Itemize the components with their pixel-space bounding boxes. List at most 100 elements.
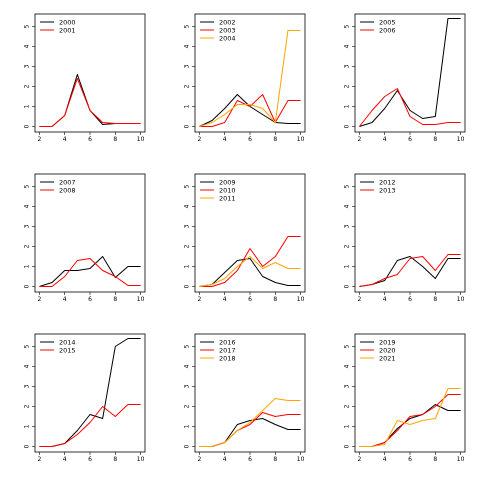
legend-label: 2006 <box>379 26 396 34</box>
y-tick-label: 0 <box>184 444 191 448</box>
series-line-2021 <box>359 388 461 447</box>
x-tick-label: 10 <box>457 456 465 463</box>
x-tick-label: 2 <box>37 296 41 303</box>
x-tick-label: 10 <box>457 136 465 143</box>
y-tick-label: 1 <box>184 424 191 428</box>
y-tick-label: 2 <box>184 244 191 248</box>
y-tick-label: 0 <box>184 124 191 128</box>
series-line-2018 <box>199 398 301 447</box>
x-tick-label: 2 <box>197 456 201 463</box>
x-tick-label: 4 <box>383 456 387 463</box>
legend-label: 2005 <box>379 18 396 26</box>
y-tick-label: 1 <box>344 264 351 268</box>
legend-label: 2019 <box>379 338 396 346</box>
y-tick-label: 3 <box>184 224 191 228</box>
y-tick-label: 4 <box>24 44 31 48</box>
legend-label: 2001 <box>59 26 76 34</box>
plot-frame <box>34 13 146 133</box>
series-line-2014 <box>39 338 141 447</box>
y-tick-label: 1 <box>24 424 31 428</box>
y-tick-label: 4 <box>184 364 191 368</box>
y-tick-label: 1 <box>344 424 351 428</box>
x-tick-label: 4 <box>383 296 387 303</box>
x-tick-label: 2 <box>197 296 201 303</box>
series-line-2002 <box>199 94 301 127</box>
y-tick-label: 5 <box>184 344 191 348</box>
y-tick-label: 4 <box>24 204 31 208</box>
y-tick-label: 5 <box>24 184 31 188</box>
legend-label: 2016 <box>219 338 236 346</box>
x-tick-label: 2 <box>197 136 201 143</box>
y-tick-label: 4 <box>344 204 351 208</box>
x-tick-label: 10 <box>137 136 145 143</box>
y-tick-label: 5 <box>344 344 351 348</box>
legend-label: 2011 <box>219 194 236 202</box>
x-tick-label: 10 <box>137 296 145 303</box>
y-tick-label: 2 <box>344 84 351 88</box>
y-tick-label: 4 <box>184 204 191 208</box>
series-line-2006 <box>359 88 461 127</box>
x-tick-label: 8 <box>113 296 117 303</box>
x-tick-label: 4 <box>63 136 67 143</box>
y-tick-label: 4 <box>24 364 31 368</box>
x-tick-label: 6 <box>248 456 252 463</box>
x-tick-label: 10 <box>137 456 145 463</box>
y-tick-label: 0 <box>184 284 191 288</box>
legend-label: 2004 <box>219 34 236 42</box>
y-tick-label: 4 <box>344 364 351 368</box>
series-line-2000 <box>39 74 141 127</box>
x-tick-label: 2 <box>37 136 41 143</box>
y-tick-label: 4 <box>344 44 351 48</box>
legend-label: 2013 <box>379 186 396 194</box>
series-line-2017 <box>199 412 301 447</box>
y-tick-label: 5 <box>344 184 351 188</box>
plot-frame <box>354 333 466 453</box>
plot-frame <box>194 173 306 293</box>
y-tick-label: 1 <box>24 264 31 268</box>
x-tick-label: 10 <box>457 296 465 303</box>
legend-label: 2000 <box>59 18 76 26</box>
y-tick-label: 2 <box>24 404 31 408</box>
y-tick-label: 0 <box>344 444 351 448</box>
y-tick-label: 3 <box>24 224 31 228</box>
y-tick-label: 3 <box>184 384 191 388</box>
x-tick-label: 4 <box>383 136 387 143</box>
y-tick-label: 2 <box>184 84 191 88</box>
y-tick-label: 1 <box>24 104 31 108</box>
x-tick-label: 6 <box>408 456 412 463</box>
plot-frame <box>194 333 306 453</box>
plot-frame <box>194 13 306 133</box>
y-tick-label: 0 <box>344 124 351 128</box>
y-tick-label: 3 <box>344 64 351 68</box>
series-line-2003 <box>199 94 301 127</box>
plot-frame <box>34 173 146 293</box>
series-line-2013 <box>359 254 461 287</box>
legend-label: 2003 <box>219 26 236 34</box>
x-tick-label: 2 <box>357 456 361 463</box>
legend-label: 2012 <box>379 178 396 186</box>
y-tick-label: 5 <box>184 24 191 28</box>
y-tick-label: 5 <box>184 184 191 188</box>
y-tick-label: 3 <box>24 384 31 388</box>
x-tick-label: 4 <box>63 296 67 303</box>
legend-label: 2015 <box>59 346 76 354</box>
series-line-2001 <box>39 78 141 127</box>
x-tick-label: 2 <box>357 296 361 303</box>
x-tick-label: 10 <box>297 456 305 463</box>
y-tick-label: 0 <box>24 444 31 448</box>
legend-label: 2009 <box>219 178 236 186</box>
series-line-2011 <box>199 256 301 287</box>
series-line-2009 <box>199 258 301 287</box>
legend-label: 2021 <box>379 354 396 362</box>
x-tick-label: 10 <box>297 136 305 143</box>
y-tick-label: 5 <box>344 24 351 28</box>
